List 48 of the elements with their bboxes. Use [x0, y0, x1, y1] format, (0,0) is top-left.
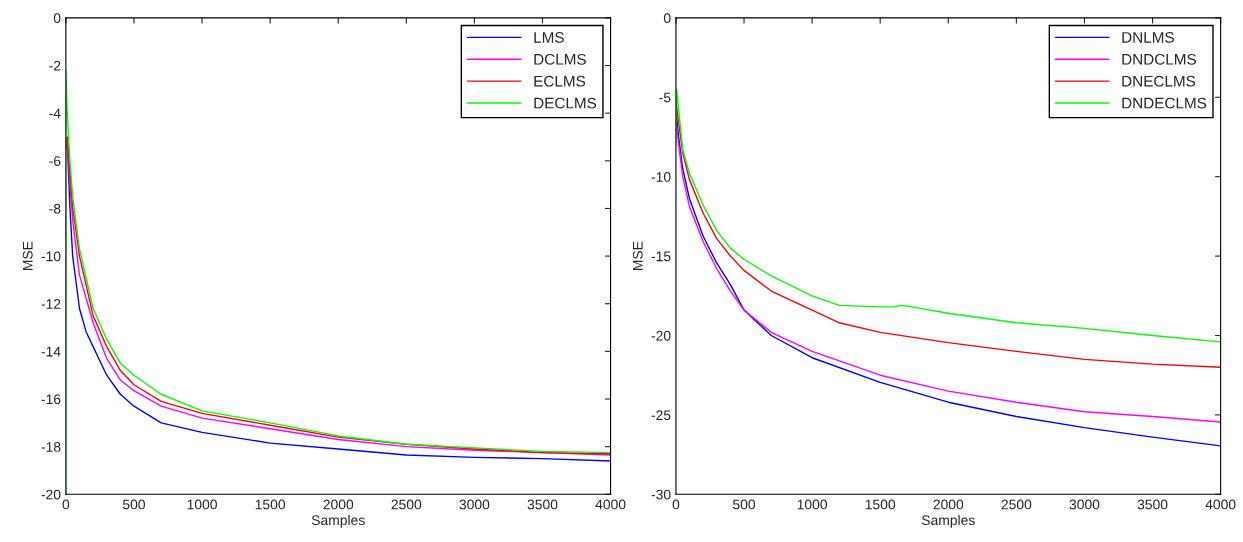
y-tick-label: -16	[41, 394, 61, 405]
x-tick-label: 0	[62, 499, 70, 510]
x-tick-label: 2500	[1001, 499, 1032, 510]
y-tick-label: -10	[41, 251, 61, 262]
y-tick-label: -4	[49, 108, 61, 119]
legend-label: DNDCLMS	[1122, 53, 1196, 65]
legend-label: DNECLMS	[1122, 75, 1196, 87]
x-tick-label: 2500	[391, 499, 422, 510]
x-tick-label: 500	[122, 499, 146, 510]
x-tick-label: 1500	[255, 499, 286, 510]
y-tick-label: -12	[41, 299, 61, 309]
x-axis-title: Samples	[311, 514, 365, 528]
y-tick-label: 0	[663, 13, 671, 24]
x-tick-label: 3000	[1069, 499, 1100, 510]
x-tick-label: 3500	[527, 499, 558, 510]
x-tick-label: 0	[672, 499, 680, 510]
y-tick-label: -5	[659, 92, 671, 103]
x-tick-label: 2000	[323, 499, 354, 510]
x-tick-label: 1000	[797, 499, 828, 510]
legend-label: DNLMS	[1122, 32, 1174, 43]
x-tick-label: 4000	[595, 499, 626, 510]
y-tick-label: -6	[49, 156, 61, 166]
legend-label: DCLMS	[534, 53, 586, 65]
legend-label: LMS	[534, 32, 564, 43]
y-tick-label: -8	[49, 203, 61, 214]
y-tick-label: -20	[651, 330, 671, 341]
legend-label: ECLMS	[534, 75, 586, 87]
x-axis-title: Samples	[921, 514, 975, 528]
x-tick-label: 1000	[187, 499, 217, 510]
x-tick-label: 4000	[1205, 499, 1236, 510]
legend-label: DECLMS	[534, 97, 597, 109]
y-tick-label: 0	[53, 13, 61, 24]
y-tick-label: -30	[651, 489, 671, 500]
y-tick-label: -18	[41, 442, 61, 452]
x-tick-label: 2000	[933, 499, 964, 510]
y-axis-title: MSE	[632, 241, 643, 270]
legend-label: DNDECLMS	[1122, 97, 1207, 109]
x-tick-label: 1500	[865, 499, 896, 510]
y-tick-label: -25	[651, 410, 671, 421]
y-tick-label: -10	[651, 172, 671, 182]
y-tick-label: -15	[651, 251, 671, 262]
y-axis-title: MSE	[22, 241, 33, 270]
y-tick-label: -20	[41, 489, 61, 500]
x-tick-label: 3500	[1137, 499, 1168, 510]
y-tick-label: -2	[49, 60, 61, 71]
x-tick-label: 500	[732, 499, 756, 510]
y-tick-label: -14	[41, 346, 61, 357]
x-tick-label: 3000	[459, 499, 490, 510]
